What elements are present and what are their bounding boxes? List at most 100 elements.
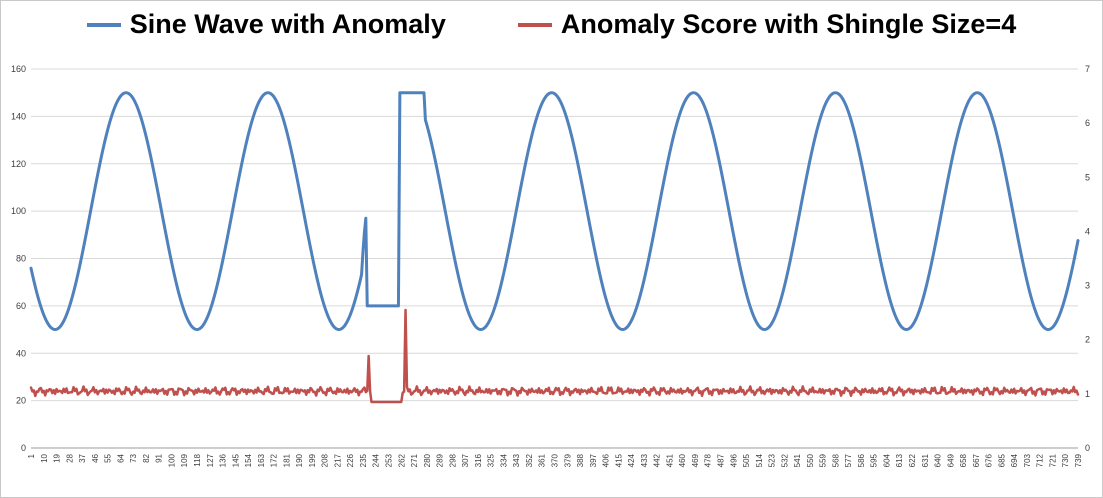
x-axis-tick-label: 343 xyxy=(512,453,521,467)
x-axis-tick-label: 19 xyxy=(53,453,62,462)
right-axis-tick-label: 4 xyxy=(1085,226,1090,236)
x-axis-tick-label: 406 xyxy=(602,453,611,467)
right-axis-tick-label: 3 xyxy=(1085,281,1090,291)
x-axis-tick-label: 244 xyxy=(372,453,381,467)
x-axis-tick-label: 415 xyxy=(614,453,623,467)
x-axis-tick-label: 532 xyxy=(780,453,789,467)
x-axis-tick-label: 352 xyxy=(525,453,534,467)
left-axis-tick-label: 160 xyxy=(11,64,26,74)
x-axis-tick-label: 586 xyxy=(857,453,866,467)
x-axis-tick-label: 685 xyxy=(997,453,1006,467)
x-axis-tick-label: 370 xyxy=(551,453,560,467)
x-axis-tick-label: 73 xyxy=(129,453,138,462)
x-axis-tick-label: 289 xyxy=(436,453,445,467)
x-axis-tick-label: 109 xyxy=(180,453,189,467)
x-axis-tick-label: 298 xyxy=(448,453,457,467)
x-axis-tick-label: 649 xyxy=(946,453,955,467)
x-axis-tick-label: 235 xyxy=(359,453,368,467)
x-axis-tick-label: 487 xyxy=(717,453,726,467)
left-axis-tick-label: 120 xyxy=(11,159,26,169)
series-line-anomaly-score xyxy=(29,308,1080,404)
series-line-sine-wave xyxy=(29,91,1080,332)
x-axis-tick-label: 118 xyxy=(193,453,202,466)
x-axis-tick-label: 505 xyxy=(742,453,751,467)
left-axis-tick-label: 0 xyxy=(21,443,26,453)
x-axis-tick-label: 307 xyxy=(461,453,470,467)
x-axis-tick-label: 721 xyxy=(1049,453,1058,467)
right-axis-tick-label: 0 xyxy=(1085,443,1090,453)
right-axis-tick-label: 1 xyxy=(1085,389,1090,399)
x-axis-tick-label: 46 xyxy=(91,453,100,462)
x-axis-tick-label: 613 xyxy=(895,453,904,467)
x-axis-tick-label: 172 xyxy=(270,453,279,467)
x-axis-tick-label: 568 xyxy=(831,453,840,467)
x-axis-tick-label: 334 xyxy=(499,453,508,467)
x-axis-tick-label: 622 xyxy=(908,453,917,467)
x-axis-tick-label: 361 xyxy=(538,453,547,467)
x-axis-tick-label: 604 xyxy=(883,453,892,467)
x-axis-tick-label: 145 xyxy=(231,453,240,467)
x-axis-tick-label: 181 xyxy=(282,453,291,467)
legend-label-anomaly: Anomaly Score with Shingle Size=4 xyxy=(560,9,1017,39)
x-axis-tick-label: 55 xyxy=(104,453,113,462)
x-axis-tick-label: 730 xyxy=(1061,453,1070,467)
x-axis-tick-label: 595 xyxy=(870,453,879,467)
x-axis-tick-label: 37 xyxy=(78,453,87,462)
x-axis-tick-label: 262 xyxy=(397,453,406,467)
x-axis-tick-label: 676 xyxy=(985,453,994,467)
x-axis-tick-label: 280 xyxy=(423,453,432,467)
legend-swatch-sine-icon xyxy=(86,22,121,27)
x-axis-tick-label: 514 xyxy=(755,453,764,467)
x-axis-tick-label: 199 xyxy=(308,453,317,467)
x-axis-tick-label: 460 xyxy=(678,453,687,467)
x-axis-tick-label: 325 xyxy=(487,453,496,467)
x-axis-tick-label: 10 xyxy=(40,453,49,462)
legend-item-sine-wave[interactable]: Sine Wave with Anomaly xyxy=(86,9,446,40)
x-axis-tick-label: 208 xyxy=(321,453,330,467)
x-axis-tick-label: 541 xyxy=(793,453,802,467)
x-axis-tick-label: 316 xyxy=(474,453,483,467)
x-axis-tick-label: 523 xyxy=(768,453,777,467)
x-axis-tick-label: 559 xyxy=(819,453,828,467)
x-axis-tick-label: 658 xyxy=(959,453,968,467)
x-axis-tick-label: 271 xyxy=(410,453,419,467)
x-axis-tick-label: 667 xyxy=(972,453,981,467)
x-axis-tick-label: 190 xyxy=(295,453,304,467)
x-axis-tick-label: 388 xyxy=(576,453,585,467)
right-axis-tick-label: 5 xyxy=(1085,172,1090,182)
x-axis-tick-label: 217 xyxy=(333,453,342,467)
x-axis-tick-label: 28 xyxy=(65,453,74,462)
right-axis-tick-label: 7 xyxy=(1085,64,1090,74)
x-axis-tick-label: 91 xyxy=(155,453,164,462)
x-axis-tick-label: 631 xyxy=(921,453,930,467)
x-axis-tick-label: 253 xyxy=(385,453,394,467)
x-axis-tick-label: 442 xyxy=(653,453,662,467)
x-axis-tick-label: 451 xyxy=(665,453,674,467)
x-axis-tick-label: 1 xyxy=(27,453,36,458)
x-axis-tick-label: 577 xyxy=(844,453,853,467)
left-axis-tick-label: 60 xyxy=(16,301,26,311)
x-axis-tick-label: 433 xyxy=(640,453,649,467)
left-axis-tick-label: 100 xyxy=(11,206,26,216)
right-axis-tick-label: 2 xyxy=(1085,335,1090,345)
x-axis-tick-label: 469 xyxy=(691,453,700,467)
x-axis-tick-label: 640 xyxy=(934,453,943,467)
left-axis-tick-label: 20 xyxy=(16,396,26,406)
x-axis-tick-label: 154 xyxy=(244,453,253,467)
x-axis-tick-label: 712 xyxy=(1036,453,1045,467)
x-axis-tick-label: 64 xyxy=(116,453,125,462)
x-axis-tick-label: 424 xyxy=(627,453,636,467)
x-axis-tick-label: 703 xyxy=(1023,453,1032,467)
x-axis-tick-label: 163 xyxy=(257,453,266,467)
legend-label-sine: Sine Wave with Anomaly xyxy=(129,9,446,39)
x-axis-tick-label: 136 xyxy=(219,453,228,467)
x-axis-tick-label: 82 xyxy=(142,453,151,462)
legend: Sine Wave with Anomaly Anomaly Score wit… xyxy=(1,9,1102,40)
left-axis-tick-label: 140 xyxy=(11,111,26,121)
legend-item-anomaly-score[interactable]: Anomaly Score with Shingle Size=4 xyxy=(517,9,1017,40)
right-axis-tick-label: 6 xyxy=(1085,118,1090,128)
left-axis-tick-label: 40 xyxy=(16,348,26,358)
x-axis-tick-label: 496 xyxy=(729,453,738,467)
